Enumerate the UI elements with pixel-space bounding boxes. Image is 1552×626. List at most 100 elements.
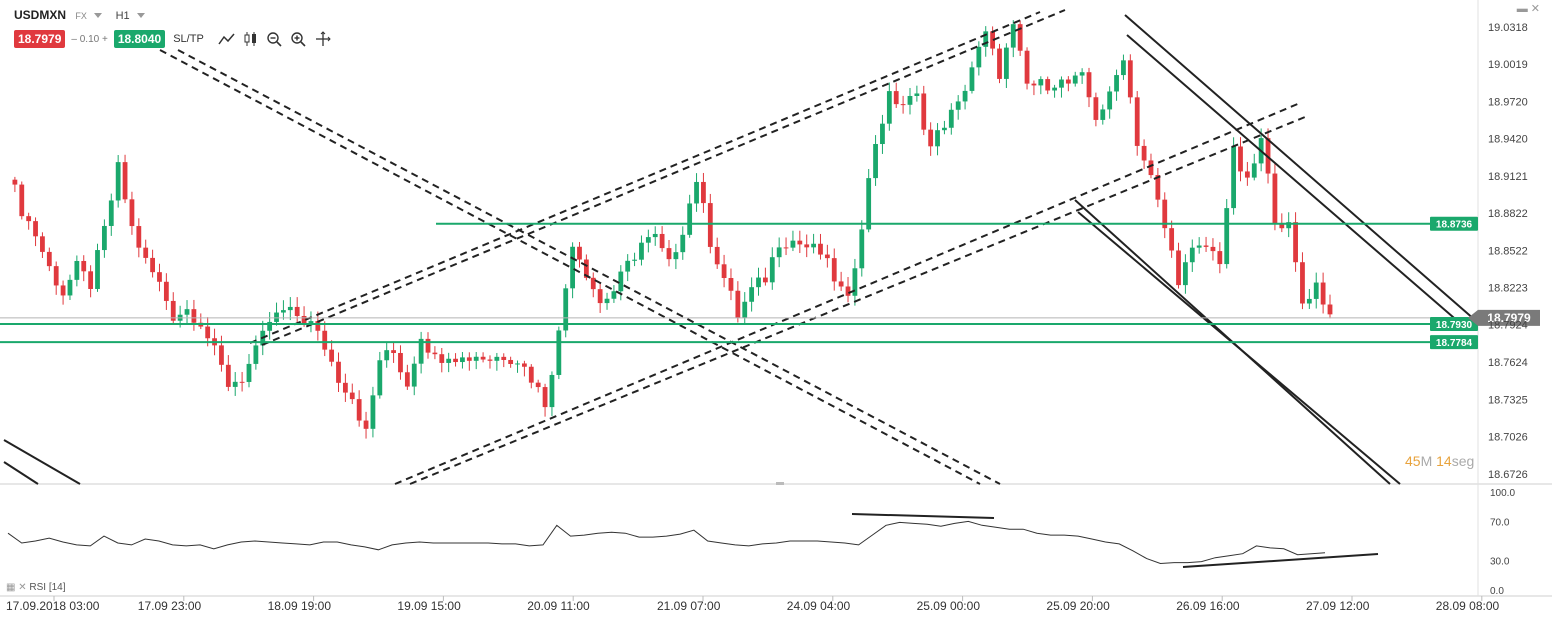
candle-body: [1162, 199, 1168, 229]
candle-body: [53, 266, 59, 286]
trend-line[interactable]: [409, 116, 1306, 485]
trend-line[interactable]: [394, 102, 1301, 485]
zoom-in-icon[interactable]: [290, 31, 308, 47]
chevron-down-icon[interactable]: [94, 13, 103, 19]
trendlines: [3, 9, 1476, 485]
level-label-box: [1430, 335, 1478, 350]
candle-body: [762, 277, 768, 283]
trend-line[interactable]: [177, 49, 1001, 485]
candles: [12, 20, 1333, 439]
trend-line[interactable]: [3, 461, 39, 485]
candle-body: [143, 247, 149, 258]
window-controls[interactable]: ▬ ✕: [1517, 2, 1540, 15]
price-tick-label: 18.8522: [1488, 245, 1528, 257]
panel-resize-handle[interactable]: [776, 482, 784, 485]
trend-line[interactable]: [3, 439, 81, 485]
candle-body: [404, 372, 410, 387]
candle-body: [88, 271, 94, 289]
buy-price-button[interactable]: 18.8040: [113, 30, 166, 48]
price-tick-label: 18.7924: [1488, 320, 1528, 332]
trend-line[interactable]: [249, 11, 1041, 344]
candle-body: [597, 289, 603, 304]
candle-body: [997, 48, 1002, 79]
close-icon[interactable]: ✕: [1530, 3, 1540, 15]
candle-body: [1052, 87, 1057, 91]
candle-body: [508, 359, 514, 365]
zoom-out-icon[interactable]: [266, 31, 284, 47]
candle-body: [356, 399, 362, 421]
candle-body: [1217, 251, 1223, 265]
rsi-line: [7, 520, 1326, 565]
candle-body: [570, 246, 576, 289]
line-chart-icon[interactable]: [218, 31, 236, 47]
indicator-settings-icon[interactable]: ▦ ✕: [6, 582, 27, 593]
candle-body: [590, 277, 596, 290]
trend-line[interactable]: [261, 9, 1066, 346]
candle-body: [480, 356, 486, 360]
countdown-minutes: 45: [1405, 453, 1421, 469]
countdown-seconds-unit: seg: [1451, 453, 1475, 469]
candle-body: [852, 268, 858, 296]
candle-body: [962, 90, 968, 102]
candle-body: [308, 321, 314, 324]
symbol-name[interactable]: USDMXN: [14, 8, 67, 22]
candle-body: [122, 162, 128, 200]
time-tick-label: 27.09 12:00: [1306, 599, 1370, 613]
candle-body: [721, 264, 727, 279]
candle-body: [1059, 79, 1064, 88]
time-tick-label: 17.09.2018 03:00: [6, 599, 100, 613]
rsi-trend-line[interactable]: [851, 513, 995, 519]
candle-body: [150, 257, 155, 273]
candle-body: [1224, 208, 1230, 265]
candle-body: [645, 237, 651, 243]
candle-body: [1313, 282, 1319, 299]
sltp-button[interactable]: SL/TP: [173, 33, 204, 45]
candlestick-icon[interactable]: [242, 31, 260, 47]
candle-body: [556, 330, 562, 375]
spread-value: – 0.10 +: [71, 33, 108, 45]
rsi-trend-line[interactable]: [1182, 553, 1379, 568]
minimize-icon[interactable]: ▬: [1516, 3, 1528, 15]
candle-body: [1238, 146, 1243, 172]
trend-line[interactable]: [1126, 34, 1469, 331]
price-tick-label: 18.7325: [1488, 394, 1528, 406]
candle-body: [1231, 146, 1237, 209]
candle-body: [453, 358, 458, 363]
candle-body: [33, 221, 38, 237]
timeframe-selector[interactable]: H1: [115, 10, 130, 22]
candle-body: [1121, 60, 1126, 76]
candle-body: [239, 381, 245, 383]
candle-body: [1010, 24, 1016, 48]
candle-body: [687, 203, 693, 235]
candle-body: [914, 93, 920, 96]
candle-body: [824, 254, 830, 259]
trend-line[interactable]: [1077, 211, 1401, 485]
candle-body: [1100, 109, 1106, 120]
crosshair-move-icon[interactable]: [314, 31, 332, 47]
candle-body: [191, 309, 197, 323]
trend-line[interactable]: [1124, 14, 1476, 321]
candle-body: [921, 93, 927, 130]
candle-body: [163, 281, 169, 301]
current-price-label: 18.7979: [1487, 311, 1531, 325]
indicator-label[interactable]: ▦ ✕ RSI [14]: [6, 582, 66, 593]
sell-price-button[interactable]: 18.7979: [14, 30, 66, 48]
trend-line[interactable]: [159, 49, 981, 485]
candle-body: [253, 345, 259, 364]
candle-body: [583, 259, 589, 278]
candle-body: [907, 95, 913, 105]
candle-body: [425, 338, 431, 353]
candle-body: [1244, 171, 1250, 178]
candle-body: [95, 250, 100, 289]
candle-body: [1320, 282, 1326, 305]
price-tick-label: 18.6726: [1488, 469, 1528, 481]
candle-body: [74, 260, 80, 280]
chevron-down-icon[interactable]: [136, 13, 145, 19]
level-label: 18.7784: [1436, 338, 1473, 349]
candle-body: [707, 203, 713, 247]
candle-body: [694, 181, 699, 204]
candle-body: [370, 395, 376, 429]
rsi-tick-label: 0.0: [1490, 586, 1504, 597]
price-plot-area[interactable]: [0, 0, 1478, 484]
